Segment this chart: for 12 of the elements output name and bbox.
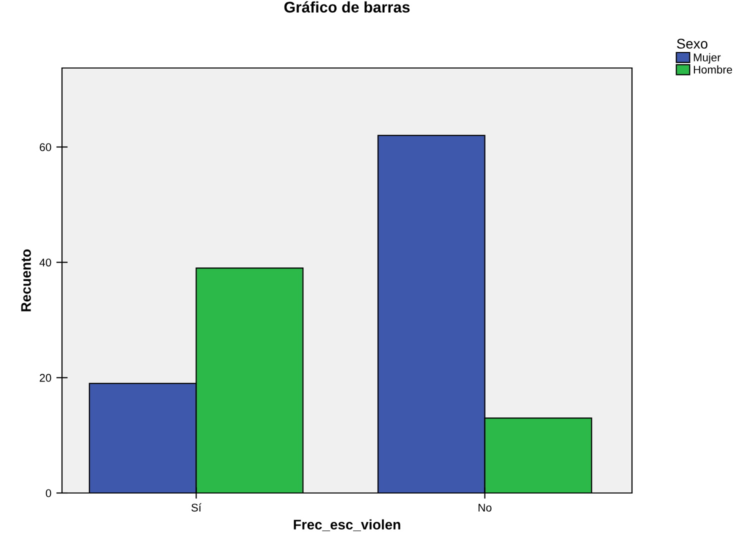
legend-title: Sexo [676, 38, 708, 49]
legend-label: Mujer [694, 53, 721, 64]
x-tick-label: No [478, 504, 492, 512]
y-axis-title: Recuento [21, 249, 31, 312]
chart-title: Gráfico de barras [284, 1, 410, 13]
x-axis-title: Frec_esc_violen [294, 519, 400, 532]
y-tick-label: 20 [40, 374, 52, 382]
y-tick-label: 60 [40, 143, 52, 152]
legend-label: Hombre [694, 65, 732, 74]
y-tick-label: 0 [46, 489, 52, 498]
x-tick-label: Sí [191, 503, 202, 512]
y-tick-label: 40 [39, 258, 52, 266]
